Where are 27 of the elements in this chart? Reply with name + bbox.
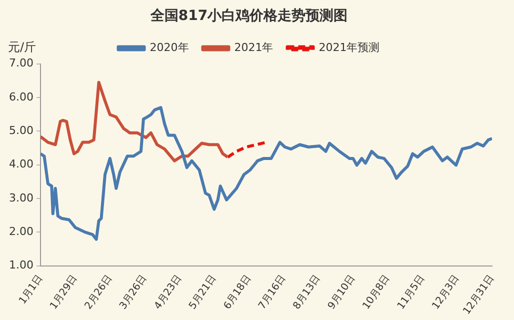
x-tick-label: 1月29日 <box>48 273 80 312</box>
y-axis-title: 元/斤 <box>8 40 36 54</box>
y-tick-label: 1.00 <box>8 258 34 272</box>
y-tick-label: 7.00 <box>8 56 34 70</box>
y-tick-label: 5.00 <box>8 124 34 138</box>
x-tick-label: 12月3日 <box>430 273 462 312</box>
x-tick-label: 2月26日 <box>83 273 115 312</box>
x-tick-label: 11月5日 <box>396 273 428 312</box>
x-tick-label: 3月26日 <box>118 273 150 312</box>
y-tick-label: 4.00 <box>8 158 34 171</box>
x-tick-label: 1月1日 <box>17 273 46 306</box>
chart-title: 全国817小白鸡价格走势预测图 <box>149 8 348 24</box>
y-tick-label: 6.00 <box>8 90 34 104</box>
x-tick-label: 12月31日 <box>462 273 497 317</box>
y-tick-label: 2.00 <box>8 225 34 238</box>
legend-label: 2021年 <box>234 41 274 54</box>
x-tick-label: 8月13日 <box>291 273 323 312</box>
y-tick-label: 3.00 <box>8 191 34 204</box>
x-tick-label: 10月8日 <box>360 273 392 312</box>
x-tick-label: 7月16日 <box>256 273 288 312</box>
line-series <box>226 140 268 159</box>
x-tick-label: 5月21日 <box>187 273 219 312</box>
legend-label: 2020年 <box>150 41 189 54</box>
x-tick-label: 9月10日 <box>326 273 358 312</box>
x-tick-label: 6月18日 <box>222 273 254 312</box>
x-tick-label: 4月23日 <box>152 273 184 312</box>
legend-label: 2021年预测 <box>318 41 380 54</box>
